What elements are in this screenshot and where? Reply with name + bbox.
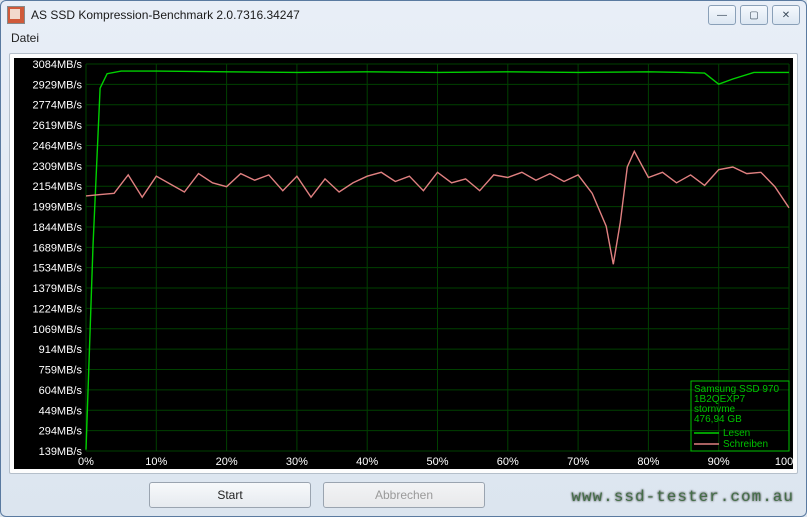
svg-text:3084MB/s: 3084MB/s [32, 59, 82, 71]
svg-text:604MB/s: 604MB/s [39, 385, 83, 397]
start-button[interactable]: Start [149, 482, 311, 508]
svg-text:100%: 100% [775, 456, 793, 468]
svg-text:Schreiben: Schreiben [723, 439, 768, 450]
svg-text:50%: 50% [426, 456, 448, 468]
menu-file[interactable]: Datei [11, 31, 39, 45]
svg-text:2464MB/s: 2464MB/s [32, 140, 82, 152]
svg-text:2619MB/s: 2619MB/s [32, 120, 82, 132]
svg-text:914MB/s: 914MB/s [39, 344, 83, 356]
maximize-button[interactable]: ▢ [740, 5, 768, 25]
titlebar: AS SSD Kompression-Benchmark 2.0.7316.34… [1, 1, 806, 29]
svg-text:1534MB/s: 1534MB/s [32, 263, 82, 275]
svg-text:2929MB/s: 2929MB/s [32, 79, 82, 91]
svg-text:Lesen: Lesen [723, 428, 750, 439]
watermark: www.ssd-tester.com.au [571, 488, 794, 506]
svg-text:476,94 GB: 476,94 GB [694, 414, 742, 425]
svg-text:1844MB/s: 1844MB/s [32, 222, 82, 234]
abort-button: Abbrechen [323, 482, 485, 508]
chart-area: 3084MB/s 2929MB/s 2774MB/s 2619MB/s 2464MB/s… [14, 58, 793, 469]
svg-text:139MB/s: 139MB/s [39, 446, 83, 458]
svg-text:294MB/s: 294MB/s [39, 426, 83, 438]
svg-text:759MB/s: 759MB/s [39, 365, 83, 377]
svg-text:2774MB/s: 2774MB/s [32, 100, 82, 112]
svg-text:2309MB/s: 2309MB/s [32, 161, 82, 173]
close-button[interactable]: ✕ [772, 5, 800, 25]
svg-text:80%: 80% [637, 456, 659, 468]
window-controls: — ▢ ✕ [708, 5, 800, 25]
svg-text:60%: 60% [497, 456, 519, 468]
svg-text:1069MB/s: 1069MB/s [32, 324, 82, 336]
menubar: Datei [1, 29, 806, 53]
svg-text:1379MB/s: 1379MB/s [32, 283, 82, 295]
svg-text:1224MB/s: 1224MB/s [32, 303, 82, 315]
svg-text:0%: 0% [78, 456, 94, 468]
svg-text:20%: 20% [216, 456, 238, 468]
svg-text:40%: 40% [356, 456, 378, 468]
svg-text:30%: 30% [286, 456, 308, 468]
svg-text:10%: 10% [145, 456, 167, 468]
window-title: AS SSD Kompression-Benchmark 2.0.7316.34… [31, 8, 300, 22]
content-panel: 3084MB/s 2929MB/s 2774MB/s 2619MB/s 2464MB/s… [9, 53, 798, 474]
svg-text:70%: 70% [567, 456, 589, 468]
svg-text:1689MB/s: 1689MB/s [32, 242, 82, 254]
app-window: AS SSD Kompression-Benchmark 2.0.7316.34… [0, 0, 807, 517]
svg-text:1999MB/s: 1999MB/s [32, 202, 82, 214]
svg-text:90%: 90% [708, 456, 730, 468]
minimize-button[interactable]: — [708, 5, 736, 25]
svg-text:2154MB/s: 2154MB/s [32, 181, 82, 193]
bottom-bar: Start Abbrechen www.ssd-tester.com.au [9, 480, 798, 510]
app-icon [7, 6, 25, 24]
benchmark-chart: 3084MB/s 2929MB/s 2774MB/s 2619MB/s 2464MB/s… [14, 58, 793, 469]
svg-text:449MB/s: 449MB/s [39, 405, 83, 417]
